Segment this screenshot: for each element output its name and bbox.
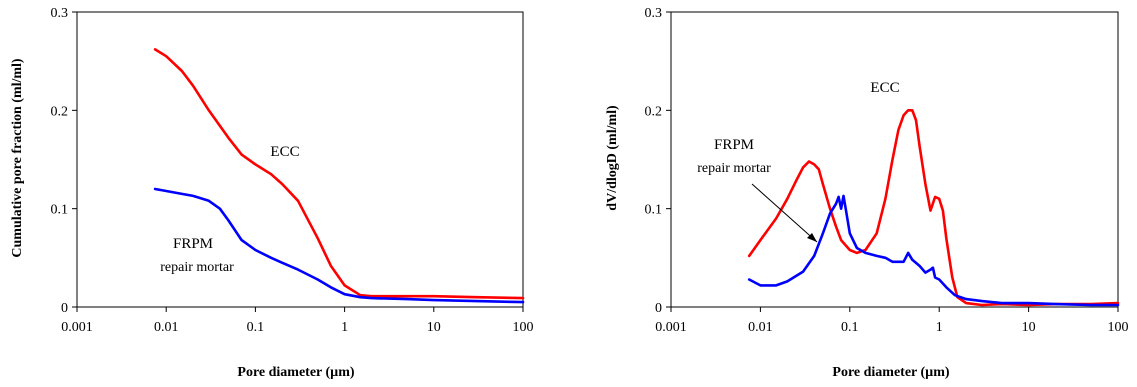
right-x-tick-label: 0.1 — [841, 320, 859, 335]
left-annotation-frpm: FRPM — [173, 236, 213, 252]
left-y-tick-label: 0 — [61, 301, 68, 316]
left-y-tick-label: 0.1 — [51, 203, 69, 218]
left-y-axis-title: Cumulative pore fraction (ml/ml) — [10, 58, 25, 258]
right-y-tick-label: 0.3 — [645, 6, 663, 21]
right-y-tick-label: 0.1 — [645, 203, 663, 218]
right-plot-area: 0.001 0.01 0.1 1 10 100 0 0.1 0.2 0.3 — [645, 6, 1129, 335]
left-y-tick-label: 0.3 — [51, 6, 69, 21]
left-x-tick-label: 10 — [427, 320, 441, 335]
left-x-tick-label: 0.1 — [247, 320, 265, 335]
left-x-tick-label: 0.001 — [61, 320, 93, 335]
right-x-tick-label: 0.01 — [748, 320, 773, 335]
left-plot-frame — [76, 11, 524, 308]
right-annotation-arrow — [751, 183, 818, 243]
left-x-tick-label: 1 — [341, 320, 348, 335]
left-annotation-ecc: ECC — [270, 144, 299, 160]
chart-dv-dlogd: 0.001 0.01 0.1 1 10 100 0 0.1 0.2 0.3 ECC FRPM re… — [605, 6, 1129, 380]
right-x-tick-label: 1 — [936, 320, 943, 335]
right-annotation-ecc: ECC — [870, 80, 899, 96]
right-x-tick-label: 0.001 — [655, 320, 687, 335]
right-y-tick-label: 0.2 — [645, 104, 663, 119]
right-series-frpm-line — [747, 194, 1120, 307]
left-series-ecc-line — [153, 48, 525, 300]
left-x-axis-title: Pore diameter (µm) — [237, 365, 355, 380]
right-x-axis-title: Pore diameter (µm) — [832, 365, 950, 380]
left-annotation-repair-mortar: repair mortar — [160, 260, 234, 275]
left-plot-area: 0.001 0.01 0.1 1 10 100 0 0.1 0.2 0.3 — [51, 6, 534, 335]
left-x-tick-label: 100 — [513, 320, 534, 335]
right-x-tick-label: 100 — [1108, 320, 1129, 335]
right-y-tick-label: 0 — [655, 301, 662, 316]
chart-cumulative-pore-fraction: 0.001 0.01 0.1 1 10 100 0 0.1 0.2 0.3 ECC FRPM re… — [10, 6, 534, 380]
right-x-tick-label: 10 — [1022, 320, 1036, 335]
right-annotation-repair-mortar: repair mortar — [697, 161, 771, 176]
right-annotation-frpm: FRPM — [714, 137, 754, 153]
right-plot-frame — [670, 11, 1119, 308]
left-series-frpm-line — [153, 187, 525, 304]
right-annotation-arrowhead — [807, 233, 817, 242]
left-y-tick-label: 0.2 — [51, 104, 69, 119]
right-y-axis-title: dV/dlogD (ml/ml) — [605, 105, 620, 211]
left-x-tick-label: 0.01 — [154, 320, 179, 335]
right-series-ecc-line — [747, 109, 1120, 307]
